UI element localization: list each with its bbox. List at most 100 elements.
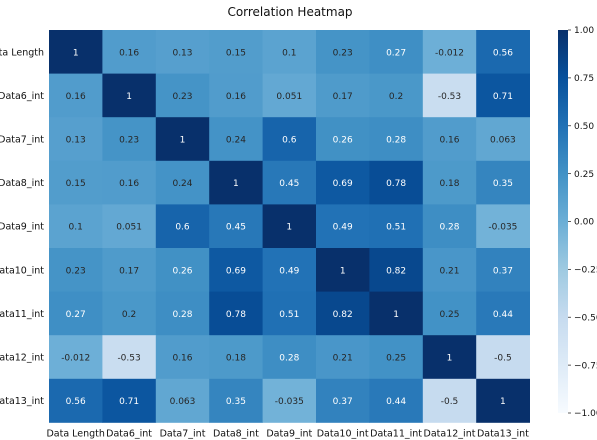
heatmap-cell xyxy=(422,204,477,249)
cell-value-label: 0.37 xyxy=(493,266,513,276)
colorbar-tick-label: 1.00 xyxy=(574,26,594,36)
cell-value-label: 0.82 xyxy=(386,266,406,276)
row-tick-label: Data13_int xyxy=(0,396,44,407)
cell-value-label: 0.063 xyxy=(170,397,196,407)
heatmap-cell xyxy=(262,378,317,423)
cell-value-label: 0.49 xyxy=(333,223,353,233)
heatmap-cell xyxy=(262,160,317,205)
cell-value-label: 1 xyxy=(500,397,506,407)
heatmap-cell xyxy=(209,117,263,162)
heatmap-cell xyxy=(102,335,157,380)
column-tick-labels: Data Length Data6_int Data7_int Data8_int Da… xyxy=(46,428,529,439)
heatmap-cell xyxy=(102,291,157,336)
cell-value-label: 0.13 xyxy=(172,48,192,58)
heatmap-cell xyxy=(155,73,210,118)
cell-value-label: 1 xyxy=(286,223,292,233)
heatmap-cell xyxy=(209,160,263,205)
cell-value-label: 0.28 xyxy=(279,354,299,364)
colorbar-gradient xyxy=(558,30,568,413)
heatmap-cell xyxy=(49,30,103,74)
cell-value-label: 0.56 xyxy=(66,397,86,407)
colorbar-tick-label: −0.50 xyxy=(574,313,597,323)
cell-value-label: 0.25 xyxy=(386,354,406,364)
colorbar-tick-label: −0.75 xyxy=(574,361,597,371)
cell-value-label: 0.23 xyxy=(333,48,353,58)
cell-value-label: -0.53 xyxy=(117,354,140,364)
heatmap-cell xyxy=(422,291,477,336)
column-tick-label: Data13_int xyxy=(477,428,529,439)
heatmap-cell xyxy=(49,291,103,336)
cell-value-label: 0.063 xyxy=(490,136,516,146)
heatmap-cell xyxy=(262,204,317,249)
heatmap-cell xyxy=(422,378,477,423)
cell-value-label: 0.6 xyxy=(282,136,297,146)
heatmap-cell xyxy=(49,73,103,118)
heatmap-cell xyxy=(209,291,263,336)
chart-title: Correlation Heatmap xyxy=(227,5,352,19)
cell-value-label: 0.1 xyxy=(69,223,83,233)
heatmap-cell xyxy=(476,378,530,423)
colorbar-tick-label: 0.00 xyxy=(574,218,594,228)
cell-value-label: 0.35 xyxy=(493,179,513,189)
cell-value-label: 0.17 xyxy=(119,266,139,276)
heatmap-cell xyxy=(422,160,477,205)
cell-value-label: 0.051 xyxy=(276,92,302,102)
column-tick-label: Data8_int xyxy=(213,428,259,439)
cell-value-label: 1 xyxy=(447,354,453,364)
heatmap-cell xyxy=(316,160,370,205)
cell-value-label: 1 xyxy=(73,48,79,58)
row-tick-label: Data Length xyxy=(0,47,44,58)
cell-value-label: 0.21 xyxy=(439,266,459,276)
heatmap-cell xyxy=(262,335,317,380)
cell-value-label: 0.26 xyxy=(333,136,353,146)
column-tick-label: Data10_int xyxy=(317,428,369,439)
row-tick-label: Data7_int xyxy=(0,135,44,146)
heatmap-cell xyxy=(262,73,317,118)
heatmap-cell xyxy=(476,73,530,118)
heatmap-cell xyxy=(155,248,210,292)
cell-value-label: 0.45 xyxy=(279,179,299,189)
cell-value-label: 0.45 xyxy=(226,223,246,233)
heatmap-cell xyxy=(369,378,424,423)
heatmap-cell xyxy=(369,204,424,249)
heatmap-cell xyxy=(422,335,477,380)
heatmap-cell xyxy=(476,160,530,205)
heatmap-cell xyxy=(316,335,370,380)
cell-value-label: 0.23 xyxy=(172,92,192,102)
column-tick-label: Data11_int xyxy=(370,428,422,439)
heatmap-cell xyxy=(316,204,370,249)
cell-value-label: 1 xyxy=(126,92,132,102)
colorbar xyxy=(558,30,568,413)
cell-value-label: 1 xyxy=(180,136,186,146)
row-tick-labels: Data Length Data6_int Data7_int Data8_int Da… xyxy=(0,47,44,407)
cell-value-label: -0.012 xyxy=(435,48,464,58)
heatmap-cell xyxy=(209,73,263,118)
heatmap-cell xyxy=(102,248,157,292)
cell-value-label: -0.53 xyxy=(438,92,461,102)
cell-value-label: 0.6 xyxy=(175,223,190,233)
column-tick-label: Data6_int xyxy=(106,428,152,439)
cell-value-label: -0.035 xyxy=(275,397,304,407)
heatmap-cell xyxy=(316,30,370,74)
cell-value-label: 0.71 xyxy=(493,92,513,102)
row-tick-label: Data11_int xyxy=(0,309,44,320)
heatmap-cell xyxy=(369,73,424,118)
heatmap-cell xyxy=(155,291,210,336)
colorbar-tick-label: −0.25 xyxy=(574,266,597,276)
cell-value-label: 0.37 xyxy=(333,397,353,407)
cell-value-label: -0.012 xyxy=(61,354,90,364)
colorbar-ticks: 1.00 0.75 0.50 0.25 0.00 −0.25 −0.50 −0.75 −1.00 xyxy=(568,26,597,419)
heatmap-cell xyxy=(155,378,210,423)
cell-value-label: 0.23 xyxy=(66,266,86,276)
cell-value-label: 0.28 xyxy=(172,310,192,320)
heatmap-cell xyxy=(476,204,530,249)
row-tick-label: Data6_int xyxy=(0,91,44,102)
cell-value-label: 0.2 xyxy=(389,92,403,102)
cell-value-label: 0.23 xyxy=(119,136,139,146)
heatmap-cell xyxy=(476,291,530,336)
heatmap-cell xyxy=(316,291,370,336)
heatmap-cell xyxy=(49,160,103,205)
heatmap-cell xyxy=(316,117,370,162)
heatmap-cell xyxy=(369,335,424,380)
